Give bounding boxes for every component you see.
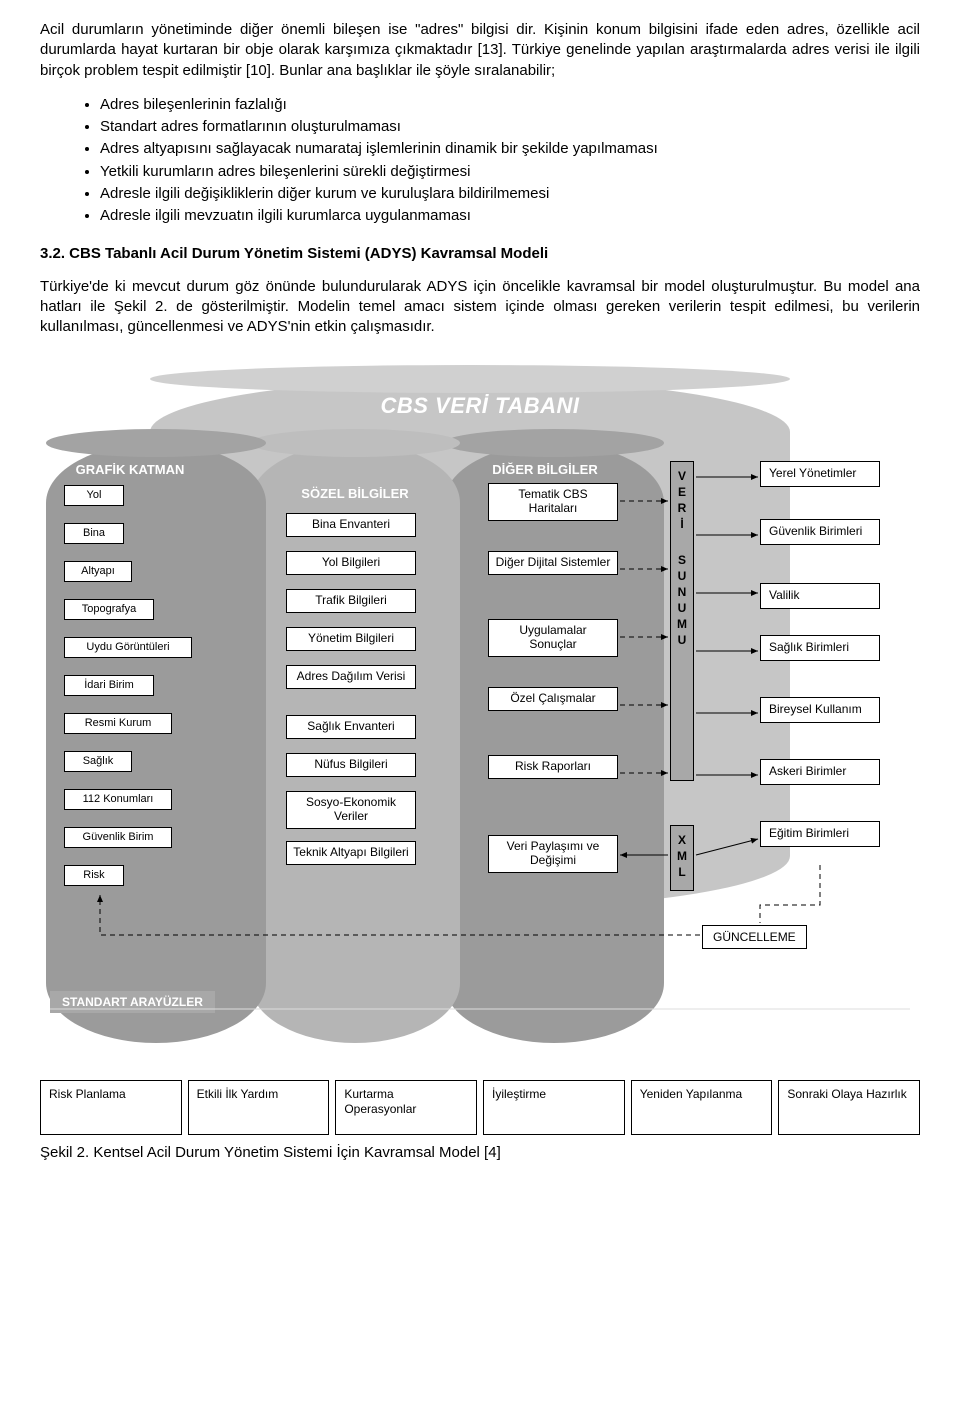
box-saglik: Sağlık xyxy=(64,751,132,772)
db-title: CBS VERİ TABANI xyxy=(40,391,920,421)
end-egitim: Eğitim Birimleri xyxy=(760,821,880,847)
box-uygulama: Uygulamalar Sonuçlar xyxy=(488,619,618,657)
conceptual-model-diagram: CBS VERİ TABANI GRAFİK KATMAN SÖZEL BİLG… xyxy=(40,365,920,1135)
vbar-letter: E xyxy=(671,484,693,500)
vbar-letter: L xyxy=(671,864,693,880)
bbox-etkili: Etkili İlk Yardım xyxy=(188,1080,330,1135)
end-saglik: Sağlık Birimleri xyxy=(760,635,880,661)
bar-standart-arayuzler: STANDART ARAYÜZLER xyxy=(50,991,215,1013)
box-resmi: Resmi Kurum xyxy=(64,713,172,734)
end-yerel: Yerel Yönetimler xyxy=(760,461,880,487)
bbox-iyilestirme: İyileştirme xyxy=(483,1080,625,1135)
bullet-item: Adresle ilgili mevzuatın ilgili kurumlar… xyxy=(100,206,920,226)
model-paragraph: Türkiye'de ki mevcut durum göz önünde bu… xyxy=(40,277,920,338)
vbar-letter: V xyxy=(671,468,693,484)
box-adres-dag: Adres Dağılım Verisi xyxy=(286,665,416,689)
box-tematik: Tematik CBS Haritaları xyxy=(488,483,618,521)
bottom-row: Risk Planlama Etkili İlk Yardım Kurtarma… xyxy=(40,1080,920,1135)
section-title: 3.2. CBS Tabanlı Acil Durum Yönetim Sist… xyxy=(40,244,920,264)
label-grafik: GRAFİK KATMAN xyxy=(60,461,200,479)
vbar-letter: X xyxy=(671,832,693,848)
bullet-item: Standart adres formatlarının oluşturulma… xyxy=(100,117,920,137)
box-sosyo: Sosyo-Ekonomik Veriler xyxy=(286,791,416,829)
problem-bullets: Adres bileşenlerinin fazlalığı Standart … xyxy=(40,95,920,227)
bullet-item: Adres altyapısını sağlayacak numarataj i… xyxy=(100,139,920,159)
box-nufus: Nüfus Bilgileri xyxy=(286,753,416,777)
box-saglik-env: Sağlık Envanteri xyxy=(286,715,416,739)
box-risk-rap: Risk Raporları xyxy=(488,755,618,779)
vbar-letter: S xyxy=(671,552,693,568)
vbar-letter: U xyxy=(671,568,693,584)
vbar-veri-sunumu: V E R İ S U N U M U xyxy=(670,461,694,781)
bbox-kurtarma: Kurtarma Operasyonlar xyxy=(335,1080,477,1135)
cylinder-diger xyxy=(444,443,664,1043)
bullet-item: Yetkili kurumların adres bileşenlerini s… xyxy=(100,162,920,182)
box-guncelleme: GÜNCELLEME xyxy=(702,925,807,949)
box-diger-dij: Diğer Dijital Sistemler xyxy=(488,551,618,575)
end-askeri: Askeri Birimler xyxy=(760,759,880,785)
box-veri-pay: Veri Paylaşımı ve Değişimi xyxy=(488,835,618,873)
box-yol-bilg: Yol Bilgileri xyxy=(286,551,416,575)
bbox-sonraki: Sonraki Olaya Hazırlık xyxy=(778,1080,920,1135)
vbar-letter: M xyxy=(671,616,693,632)
box-risk: Risk xyxy=(64,865,124,886)
box-ozel: Özel Çalışmalar xyxy=(488,687,618,711)
box-guvenlik-birim: Güvenlik Birim xyxy=(64,827,172,848)
box-bina: Bina xyxy=(64,523,124,544)
end-valilik: Valilik xyxy=(760,583,880,609)
bullet-item: Adresle ilgili değişikliklerin diğer kur… xyxy=(100,184,920,204)
bbox-yeniden: Yeniden Yapılanma xyxy=(631,1080,773,1135)
bbox-risk-plan: Risk Planlama xyxy=(40,1080,182,1135)
box-112: 112 Konumları xyxy=(64,789,172,810)
label-sozel: SÖZEL BİLGİLER xyxy=(280,485,430,503)
box-altyapi: Altyapı xyxy=(64,561,132,582)
vbar-letter: M xyxy=(671,848,693,864)
label-diger: DİĞER BİLGİLER xyxy=(470,461,620,479)
box-bina-env: Bina Envanteri xyxy=(286,513,416,537)
end-bireysel: Bireysel Kullanım xyxy=(760,697,880,723)
intro-paragraph: Acil durumların yönetiminde diğer önemli… xyxy=(40,20,920,81)
figure-caption: Şekil 2. Kentsel Acil Durum Yönetim Sist… xyxy=(40,1143,920,1163)
box-yol: Yol xyxy=(64,485,124,506)
box-trafik: Trafik Bilgileri xyxy=(286,589,416,613)
vbar-xml: X M L xyxy=(670,825,694,891)
box-yonetim: Yönetim Bilgileri xyxy=(286,627,416,651)
vbar-letter: N xyxy=(671,584,693,600)
vbar-letter: U xyxy=(671,600,693,616)
bullet-item: Adres bileşenlerinin fazlalığı xyxy=(100,95,920,115)
box-teknik: Teknik Altyapı Bilgileri xyxy=(286,841,416,865)
end-guvenlik: Güvenlik Birimleri xyxy=(760,519,880,545)
vbar-letter: R xyxy=(671,500,693,516)
box-idari: İdari Birim xyxy=(64,675,154,696)
box-uydu: Uydu Görüntüleri xyxy=(64,637,192,658)
vbar-letter: İ xyxy=(671,516,693,532)
box-topografya: Topografya xyxy=(64,599,154,620)
vbar-letter: U xyxy=(671,632,693,648)
